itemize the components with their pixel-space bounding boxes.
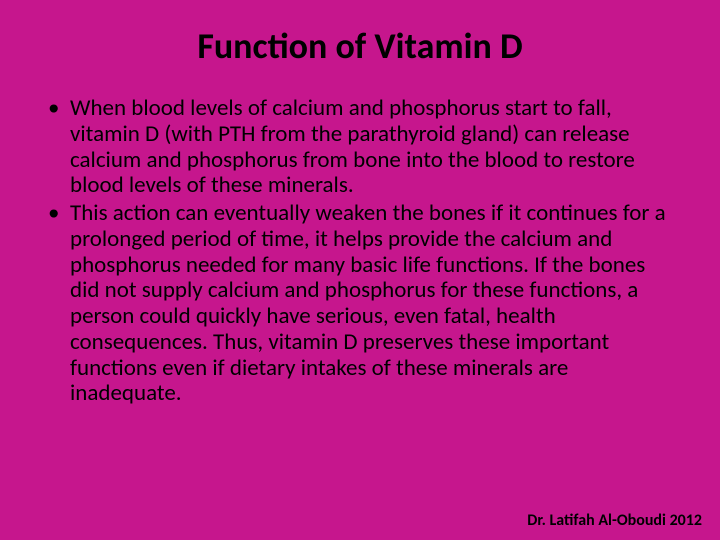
list-item: When blood levels of calcium and phospho…	[44, 96, 676, 199]
list-item: This action can eventually weaken the bo…	[44, 201, 676, 407]
bullet-list: When blood levels of calcium and phospho…	[44, 96, 676, 407]
slide-footer: Dr. Latifah Al-Oboudi 2012	[527, 511, 702, 530]
slide: Function of Vitamin D When blood levels …	[0, 0, 720, 540]
slide-title: Function of Vitamin D	[44, 24, 676, 68]
